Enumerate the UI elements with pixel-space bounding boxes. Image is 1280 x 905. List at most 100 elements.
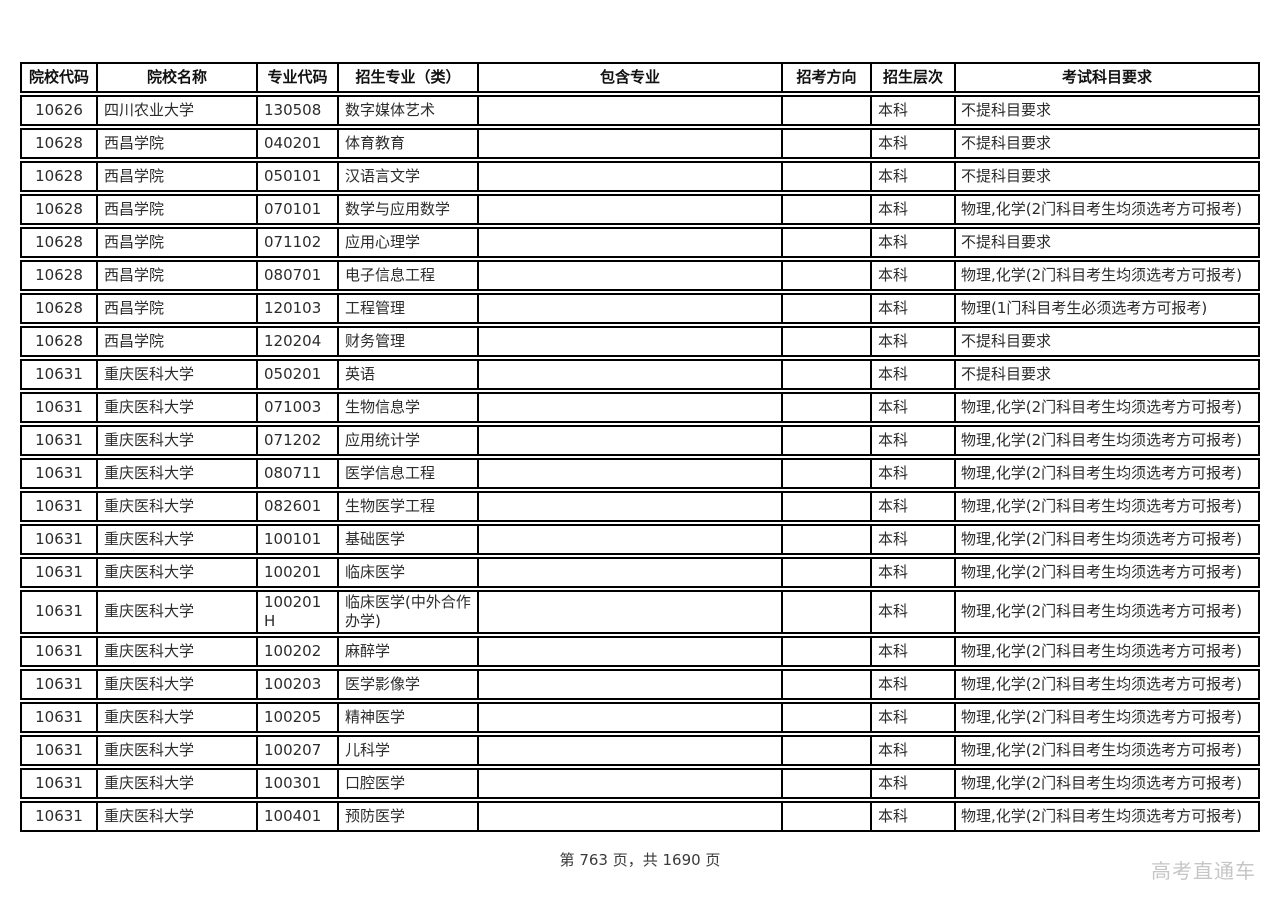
cell-subject-requirements: 物理,化学(2门科目考生均须选考方可报考): [954, 260, 1260, 291]
cell-direction: [781, 227, 870, 258]
cell-included-majors: [477, 293, 781, 324]
cell-major-code: 100101: [256, 524, 337, 555]
cell-major-code: 071102: [256, 227, 337, 258]
cell-college-code: 10631: [20, 590, 96, 634]
cell-direction: [781, 635, 870, 667]
cell-college-name: 重庆医科大学: [96, 425, 256, 456]
header-college-name: 院校名称: [96, 62, 256, 93]
cell-direction: [781, 491, 870, 522]
cell-college-name: 西昌学院: [96, 161, 256, 192]
cell-major-code: 040201: [256, 128, 337, 159]
table-row: 10631 重庆医科大学 100101 基础医学 本科 物理,化学(2门科目考生均须选考方…: [20, 524, 1260, 555]
cell-college-name: 西昌学院: [96, 260, 256, 291]
cell-major-code: 100301: [256, 767, 337, 799]
header-level: 招生层次: [870, 62, 954, 93]
table-row: 10628 西昌学院 070101 数学与应用数学 本科 物理,化学(2门科目考生均须选考…: [20, 194, 1260, 225]
cell-college-code: 10631: [20, 701, 96, 733]
cell-direction: [781, 524, 870, 555]
cell-college-code: 10631: [20, 557, 96, 588]
cell-college-code: 10628: [20, 227, 96, 258]
cell-included-majors: [477, 161, 781, 192]
table-row: 10631 重庆医科大学 071003 生物信息学 本科 物理,化学(2门科目考生均须选考…: [20, 392, 1260, 423]
table-row: 10628 西昌学院 120204 财务管理 本科 不提科目要求: [20, 326, 1260, 357]
cell-direction: [781, 128, 870, 159]
cell-subject-requirements: 不提科目要求: [954, 227, 1260, 258]
cell-major-name: 临床医学(中外合作办学): [337, 590, 477, 634]
cell-major-name: 麻醉学: [337, 635, 477, 667]
cell-included-majors: [477, 767, 781, 799]
cell-major-code: 100202: [256, 635, 337, 667]
cell-subject-requirements: 不提科目要求: [954, 128, 1260, 159]
cell-subject-requirements: 不提科目要求: [954, 95, 1260, 126]
cell-subject-requirements: 物理(1门科目考生必须选考方可报考): [954, 293, 1260, 324]
table-row: 10628 西昌学院 080701 电子信息工程 本科 物理,化学(2门科目考生均须选考方…: [20, 260, 1260, 291]
table-row: 10631 重庆医科大学 100401 预防医学 本科 物理,化学(2门科目考生均须选考方…: [20, 800, 1260, 832]
table-row: 10628 西昌学院 071102 应用心理学 本科 不提科目要求: [20, 227, 1260, 258]
cell-major-code: 080711: [256, 458, 337, 489]
cell-level: 本科: [870, 227, 954, 258]
cell-college-name: 重庆医科大学: [96, 767, 256, 799]
cell-major-code: 080701: [256, 260, 337, 291]
cell-major-name: 数学与应用数学: [337, 194, 477, 225]
table-row: 10628 西昌学院 040201 体育教育 本科 不提科目要求: [20, 128, 1260, 159]
cell-major-name: 体育教育: [337, 128, 477, 159]
cell-direction: [781, 590, 870, 634]
cell-direction: [781, 293, 870, 324]
cell-major-name: 生物医学工程: [337, 491, 477, 522]
cell-college-name: 西昌学院: [96, 227, 256, 258]
cell-college-code: 10628: [20, 260, 96, 291]
cell-major-name: 基础医学: [337, 524, 477, 555]
page-indicator: 第 763 页，共 1690 页: [559, 851, 721, 869]
cell-major-name: 工程管理: [337, 293, 477, 324]
cell-college-name: 重庆医科大学: [96, 668, 256, 700]
cell-level: 本科: [870, 458, 954, 489]
cell-college-name: 重庆医科大学: [96, 590, 256, 634]
cell-direction: [781, 734, 870, 766]
table-row: 10631 重庆医科大学 082601 生物医学工程 本科 物理,化学(2门科目考生均须选…: [20, 491, 1260, 522]
cell-subject-requirements: 物理,化学(2门科目考生均须选考方可报考): [954, 635, 1260, 667]
cell-included-majors: [477, 425, 781, 456]
cell-level: 本科: [870, 668, 954, 700]
cell-subject-requirements: 物理,化学(2门科目考生均须选考方可报考): [954, 557, 1260, 588]
cell-included-majors: [477, 227, 781, 258]
cell-college-code: 10628: [20, 128, 96, 159]
cell-direction: [781, 557, 870, 588]
cell-direction: [781, 392, 870, 423]
cell-college-code: 10628: [20, 194, 96, 225]
cell-subject-requirements: 物理,化学(2门科目考生均须选考方可报考): [954, 425, 1260, 456]
cell-college-code: 10631: [20, 491, 96, 522]
cell-level: 本科: [870, 392, 954, 423]
cell-level: 本科: [870, 767, 954, 799]
cell-college-code: 10631: [20, 392, 96, 423]
cell-major-name: 应用心理学: [337, 227, 477, 258]
cell-level: 本科: [870, 524, 954, 555]
table-row: 10631 重庆医科大学 080711 医学信息工程 本科 物理,化学(2门科目考生均须选…: [20, 458, 1260, 489]
cell-college-name: 重庆医科大学: [96, 524, 256, 555]
cell-college-code: 10631: [20, 359, 96, 390]
cell-major-name: 精神医学: [337, 701, 477, 733]
table-body: 10626 四川农业大学 130508 数字媒体艺术 本科 不提科目要求 10628 西昌学院…: [20, 95, 1260, 832]
table-row: 10631 重庆医科大学 100201 临床医学 本科 物理,化学(2门科目考生均须选考方…: [20, 557, 1260, 588]
cell-level: 本科: [870, 734, 954, 766]
cell-level: 本科: [870, 491, 954, 522]
cell-college-name: 重庆医科大学: [96, 800, 256, 832]
cell-direction: [781, 161, 870, 192]
cell-level: 本科: [870, 590, 954, 634]
cell-level: 本科: [870, 293, 954, 324]
cell-included-majors: [477, 326, 781, 357]
cell-college-name: 西昌学院: [96, 194, 256, 225]
cell-college-name: 西昌学院: [96, 326, 256, 357]
cell-direction: [781, 425, 870, 456]
table-row: 10628 西昌学院 120103 工程管理 本科 物理(1门科目考生必须选考方可报考): [20, 293, 1260, 324]
cell-major-code: 100401: [256, 800, 337, 832]
table-row: 10631 重庆医科大学 050201 英语 本科 不提科目要求: [20, 359, 1260, 390]
cell-major-code: 070101: [256, 194, 337, 225]
cell-included-majors: [477, 95, 781, 126]
cell-level: 本科: [870, 635, 954, 667]
cell-level: 本科: [870, 359, 954, 390]
cell-included-majors: [477, 458, 781, 489]
cell-subject-requirements: 不提科目要求: [954, 161, 1260, 192]
cell-college-name: 重庆医科大学: [96, 557, 256, 588]
cell-level: 本科: [870, 326, 954, 357]
cell-college-name: 重庆医科大学: [96, 458, 256, 489]
